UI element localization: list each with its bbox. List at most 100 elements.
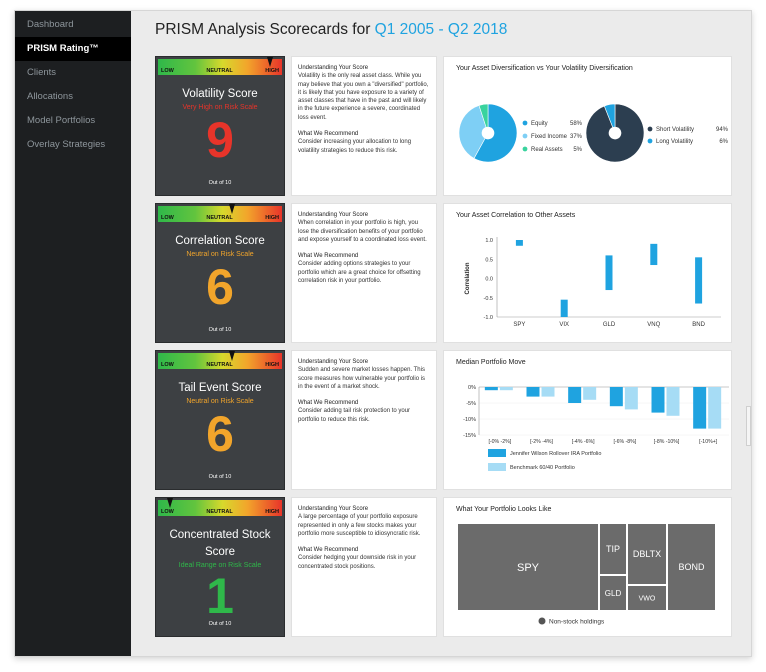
recommend-text: Consider adding tail risk protection to … [298, 408, 411, 423]
legend-label: Long Volatility [656, 139, 693, 145]
page-title-text: PRISM Analysis Scorecards for [155, 21, 371, 38]
legend-dot [522, 146, 528, 152]
move-bar [526, 387, 540, 397]
gauge-pointer [229, 204, 236, 214]
x-tick-label: GLD [603, 322, 616, 328]
pie-slice [603, 103, 616, 128]
gauge-high-label: HIGH [265, 509, 279, 515]
score-name: Volatility Score [182, 88, 258, 100]
scrollbar[interactable] [746, 406, 751, 446]
gauge-high-label: HIGH [265, 68, 279, 74]
gauge-low-label: LOW [161, 68, 174, 74]
legend-dot [538, 617, 546, 625]
pie-slice [473, 103, 518, 163]
sidebar-item-dashboard[interactable]: Dashboard [27, 19, 74, 30]
move-bar [583, 387, 597, 400]
risk-gauge: LOW NEUTRAL HIGH [158, 351, 282, 369]
legend-dot [647, 138, 653, 144]
legend-label: Fixed Income [531, 134, 568, 140]
correlation-bar [605, 255, 613, 291]
legend-dot [522, 133, 528, 139]
tail-event-score-card: LOW NEUTRAL HIGH Tail Event Score Neutra… [155, 350, 285, 490]
legend-label: Non-stock holdings [549, 619, 605, 626]
y-tick-label: -1.0 [484, 315, 493, 321]
volatility-explanation-card: Understanding Your Score Volatility is th… [291, 56, 437, 196]
chart-title: Your Asset Diversification vs Your Volat… [456, 65, 633, 72]
correlation-chart: 1.0 0.5 0.0 -0.5 -1.0 Correlation SPY VIX GLD VNQ… [465, 237, 721, 328]
score-value: 1 [206, 568, 234, 624]
date-range: Q1 2005 - Q2 2018 [374, 21, 508, 38]
treemap-cell [628, 586, 666, 610]
risk-gauge: LOW NEUTRAL HIGH [158, 57, 282, 75]
sidebar-item-prism-rating[interactable]: PRISM Rating™ [15, 37, 131, 61]
move-bar [484, 387, 498, 391]
understanding-text: A large percentage of your portfolio exp… [298, 514, 421, 537]
score-out-of: Out of 10 [208, 180, 232, 186]
x-tick-label: [-8% -10%] [654, 439, 680, 445]
sidebar-item-overlay-strategies[interactable]: Overlay Strategies [27, 139, 106, 150]
correlation-explanation-card: Understanding Your Score When correlation… [291, 203, 437, 343]
score-name-line-2: Score [204, 546, 236, 558]
chart-title: What Your Portfolio Looks Like [456, 506, 552, 513]
treemap-label: TIP [606, 544, 620, 554]
correlation-chart-card: Your Asset Correlation to Other Assets 1… [443, 203, 732, 343]
app-window: Dashboard PRISM Rating™ Clients Allocati… [14, 10, 752, 657]
main-content: PRISM Analysis Scorecards for Q1 2005 - … [131, 11, 751, 656]
gauge-low-label: LOW [161, 215, 174, 221]
recommend-text: Consider hedging your downside risk in y… [298, 555, 417, 570]
understanding-title: Understanding Your Score [298, 359, 369, 365]
correlation-bar [560, 299, 568, 317]
y-tick-label: -0.5 [484, 296, 493, 302]
sidebar-item-model-portfolios[interactable]: Model Portfolios [27, 115, 96, 126]
x-tick-label: [-4% -6%] [572, 439, 595, 445]
score-name: Correlation Score [175, 235, 265, 247]
move-bar [541, 387, 555, 397]
concentrated-stock-explanation-card: Understanding Your Score A large percenta… [291, 497, 437, 637]
legend-label: Real Assets [531, 147, 563, 153]
legend-label: Benchmark 60/40 Portfolio [510, 465, 575, 471]
treemap-cell [458, 524, 598, 610]
diversification-pies: Equity 58% Fixed Income 37% Real Assets 5% Sho… [458, 103, 729, 163]
portfolio-treemap: SPY TIP DBLTX BOND GLD VWO Non-stock holdings [458, 524, 715, 626]
move-bar [693, 387, 707, 429]
volatility-score-card: LOW NEUTRAL HIGH Volatility Score Very H… [155, 56, 285, 196]
tail-event-explanation-card: Understanding Your Score Sudden and sever… [291, 350, 437, 490]
legend-value: 58% [570, 121, 583, 127]
treemap-cell [600, 524, 626, 574]
recommend-title: What We Recommend [298, 253, 359, 260]
move-bar [708, 387, 722, 429]
gauge-pointer [266, 57, 273, 67]
recommend-text: Consider increasing your allocation to l… [298, 139, 412, 154]
gauge-pointer [167, 498, 174, 508]
legend-label: Jennifer Wilson Rollover IRA Portfolio [510, 451, 601, 457]
gauge-neutral-label: NEUTRAL [206, 215, 233, 221]
sidebar-item-allocations[interactable]: Allocations [27, 91, 73, 102]
y-tick-label: -10% [463, 417, 476, 423]
pie-slice [478, 103, 489, 128]
score-level: Neutral on Risk Scale [186, 398, 254, 405]
score-out-of: Out of 10 [208, 327, 232, 333]
y-tick-label: 1.0 [485, 238, 493, 244]
sidebar: Dashboard PRISM Rating™ Clients Allocati… [15, 11, 131, 656]
move-bar [651, 387, 665, 413]
legend-label: Short Volatility [656, 127, 694, 133]
x-tick-label: BND [692, 322, 705, 328]
sidebar-item-clients[interactable]: Clients [27, 67, 57, 78]
score-out-of: Out of 10 [208, 621, 232, 627]
median-move-chart: 0% -5% -10% -15% [-0% -2%] [-2% -4%] [-4% -6%]… [463, 385, 729, 471]
legend-dot [647, 126, 653, 132]
score-level: Very High on Risk Scale [182, 104, 258, 111]
move-bar [609, 387, 623, 407]
correlation-bar [515, 240, 523, 246]
treemap-label: BOND [678, 562, 705, 572]
score-name: Tail Event Score [178, 382, 262, 394]
gauge-neutral-label: NEUTRAL [206, 509, 233, 515]
treemap-cell [600, 576, 626, 610]
gauge-high-label: HIGH [265, 362, 279, 368]
gauge-neutral-label: NEUTRAL [206, 362, 233, 368]
concentrated-stock-score-card: LOW NEUTRAL HIGH Concentrated Stock Scor… [155, 497, 285, 637]
recommend-title: What We Recommend [298, 400, 359, 407]
move-bar [666, 387, 680, 416]
recommend-title: What We Recommend [298, 131, 359, 138]
move-bar [499, 387, 513, 391]
